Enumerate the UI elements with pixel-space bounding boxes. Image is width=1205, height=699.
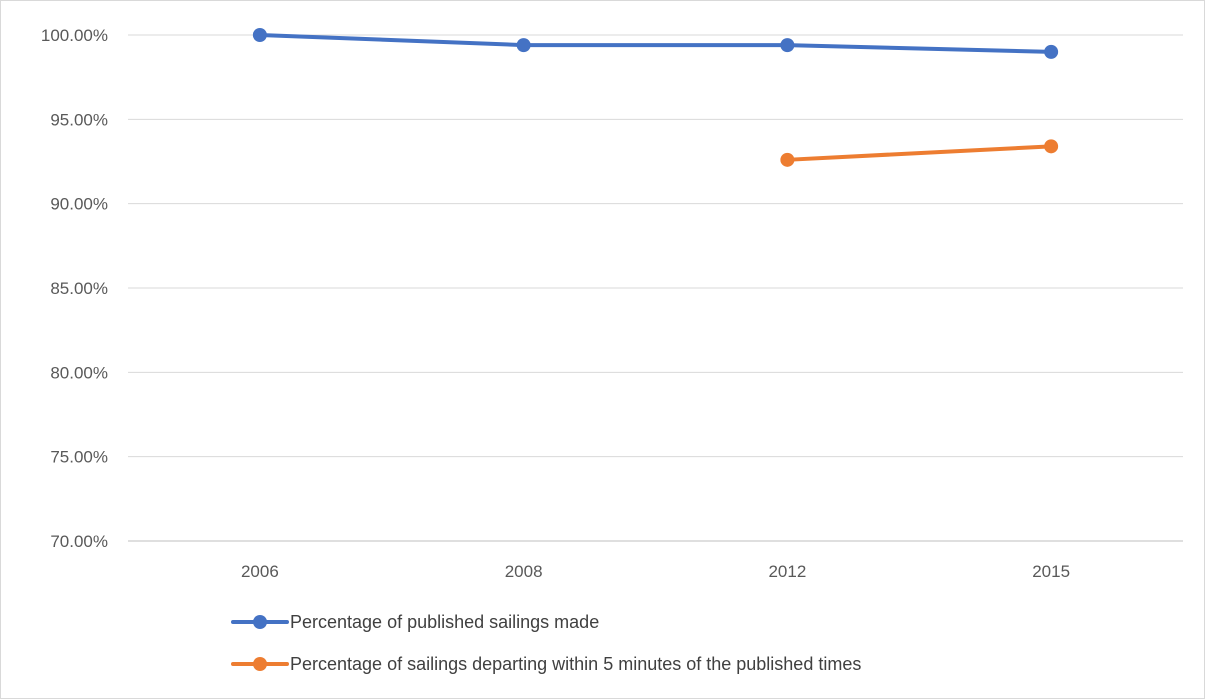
legend-entry: Percentage of published sailings made (231, 612, 599, 632)
data-point (1044, 44, 1059, 59)
data-point (780, 38, 795, 53)
y-tick-label: 75.00% (50, 448, 108, 467)
x-axis-tick-labels: 2006 2008 2012 2015 (241, 562, 1070, 581)
legend-label: Percentage of published sailings made (290, 612, 599, 632)
legend-marker (253, 657, 267, 671)
data-point (252, 28, 267, 42)
series-line (785, 144, 1054, 162)
legend-label: Percentage of sailings departing within … (290, 654, 861, 674)
y-tick-label: 95.00% (50, 110, 108, 129)
y-tick-label: 100.00% (41, 26, 108, 45)
y-axis-tick-labels: 70.00% 75.00% 80.00% 85.00% 90.00% 95.00% 100.… (41, 26, 108, 551)
y-tick-label: 80.00% (50, 363, 108, 382)
series-lines (252, 28, 1059, 167)
legend-marker (253, 615, 267, 629)
data-point (1044, 139, 1059, 154)
y-tick-label: 85.00% (50, 279, 108, 298)
x-tick-label: 2015 (1032, 562, 1070, 581)
y-tick-label: 70.00% (50, 532, 108, 551)
data-point (780, 152, 795, 167)
legend-entry: Percentage of sailings departing within … (231, 654, 861, 674)
series-line (257, 33, 1054, 54)
gridlines (128, 34, 1183, 542)
y-tick-label: 90.00% (50, 195, 108, 214)
x-tick-label: 2006 (241, 562, 279, 581)
x-tick-label: 2008 (505, 562, 543, 581)
data-point (516, 38, 531, 53)
series-1 (252, 28, 1059, 59)
series-2 (780, 139, 1059, 167)
legend: Percentage of published sailings made Per… (231, 612, 861, 674)
x-tick-label: 2012 (768, 562, 806, 581)
